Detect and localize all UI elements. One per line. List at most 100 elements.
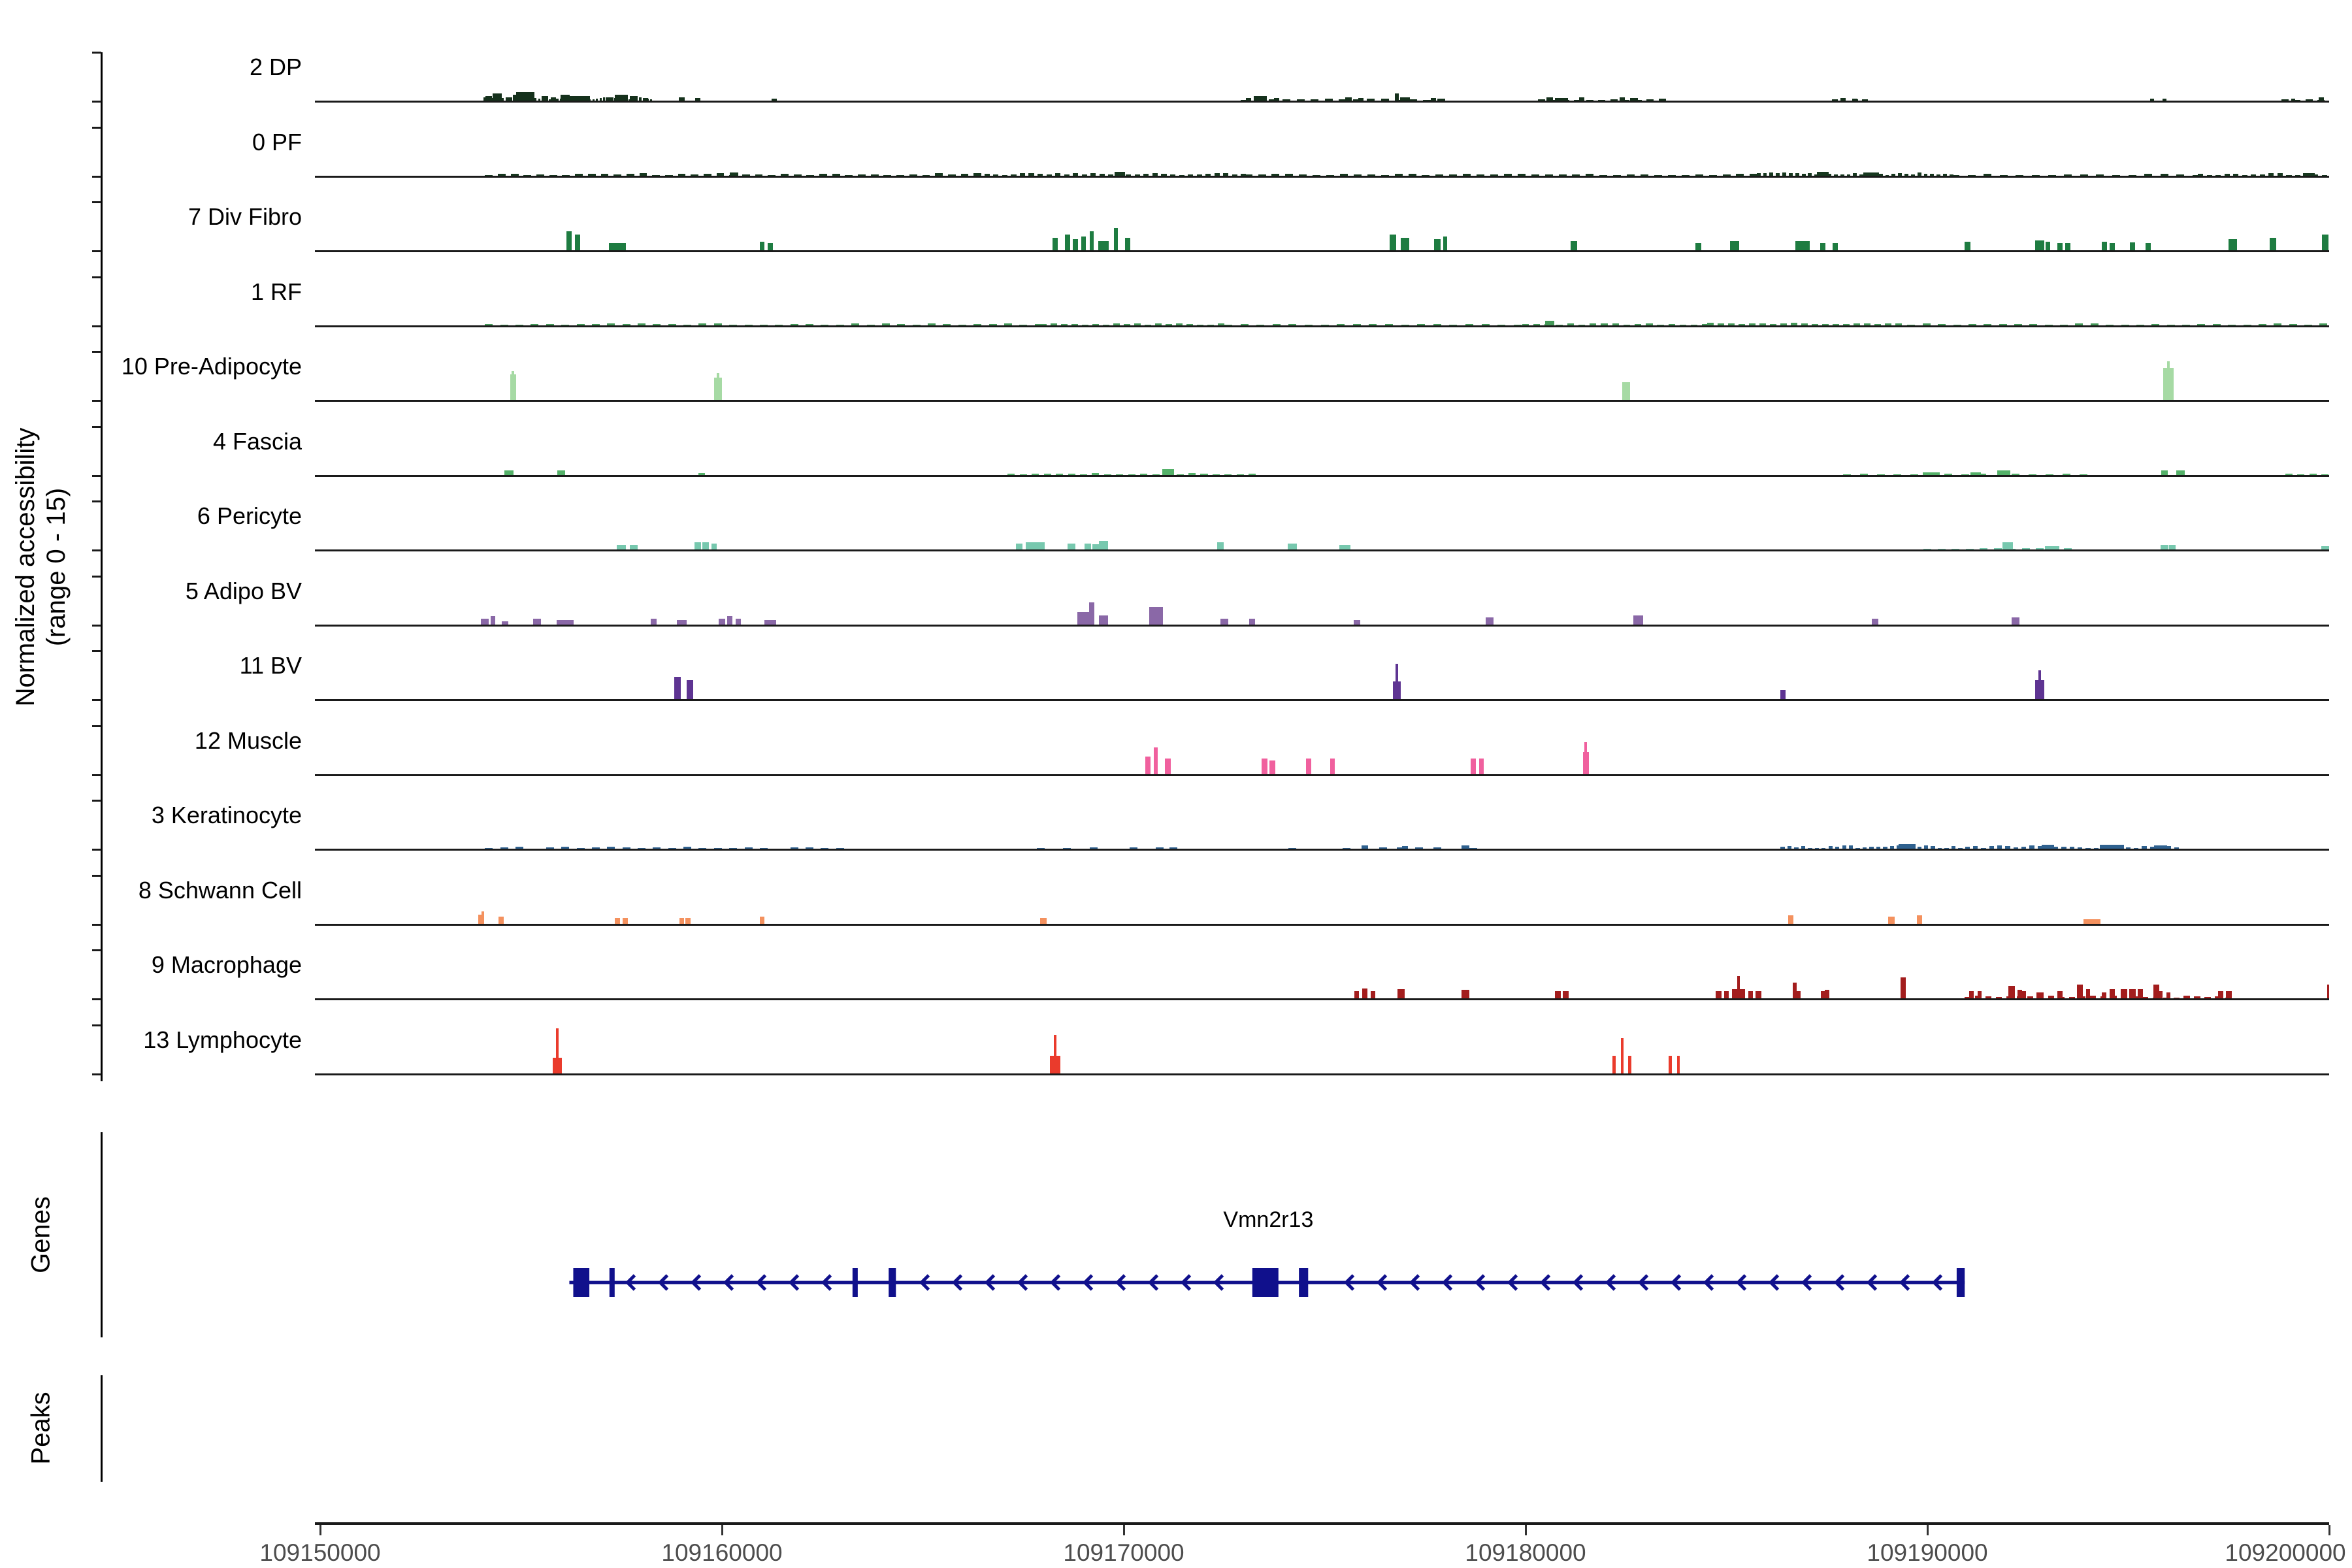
y-axis-tick <box>92 699 101 701</box>
coverage-peak <box>2152 997 2159 999</box>
coverage-peak <box>607 847 615 849</box>
coverage-peak <box>1249 473 1256 476</box>
coverage-peak <box>1288 324 1297 326</box>
coverage-peak <box>1977 991 1982 999</box>
strand-arrow-left-icon <box>1147 1274 1159 1291</box>
coverage-peak <box>1285 173 1294 176</box>
coverage-peak <box>592 99 595 101</box>
coverage-peak <box>1627 174 1635 176</box>
coverage-peak <box>881 323 890 326</box>
coverage-peak <box>1989 845 1995 849</box>
coverage-peak <box>1943 174 1947 176</box>
strand-arrow-left-icon <box>1343 1274 1355 1291</box>
coverage-peak <box>1245 98 1251 101</box>
coverage-peak <box>1306 758 1311 775</box>
strand-arrow-left-icon <box>723 1274 734 1291</box>
coverage-peak <box>1490 174 1499 176</box>
coverage-peak <box>1903 845 1908 849</box>
coverage-peak <box>1646 323 1653 326</box>
coverage-peak <box>1769 172 1774 176</box>
y-axis-tick <box>92 52 101 54</box>
coverage-peak <box>1399 97 1411 101</box>
coverage-peak <box>677 619 687 625</box>
coverage-peak <box>2162 99 2166 101</box>
coverage-peak <box>2016 996 2023 999</box>
coverage-peak <box>536 174 544 176</box>
coverage-peak <box>1736 174 1744 176</box>
coverage-peak <box>679 917 685 924</box>
strand-arrow-left-icon <box>755 1274 767 1291</box>
coverage-peak <box>1801 323 1808 326</box>
coverage-peak <box>600 174 609 176</box>
coverage-peak <box>1362 988 1368 999</box>
coverage-peak <box>1770 324 1776 326</box>
coverage-peak <box>1993 548 2002 550</box>
strand-arrow-left-icon <box>1049 1274 1061 1291</box>
coverage-peak <box>510 174 519 176</box>
gene-exon <box>1956 1268 1965 1297</box>
coverage-peak <box>1040 324 1047 326</box>
coverage-peak <box>2281 99 2289 101</box>
coverage-peak <box>1759 323 1766 326</box>
coverage-peak <box>2062 474 2070 476</box>
coverage-peak <box>531 98 533 101</box>
coverage-peak <box>1980 547 1988 550</box>
coverage-peak <box>2102 992 2106 999</box>
coverage-peak <box>1558 174 1567 176</box>
track-label-4-fascia: 4 Fascia <box>212 427 302 455</box>
coverage-peak <box>1862 99 1869 101</box>
coverage-peak <box>973 323 982 326</box>
coverage-peak <box>1098 241 1109 251</box>
y-axis-tick <box>92 175 101 178</box>
coverage-peak <box>534 98 537 101</box>
coverage-peak <box>767 243 773 251</box>
track-baseline <box>315 849 2329 851</box>
strand-arrow-left-icon <box>1801 1274 1812 1291</box>
coverage-peak <box>716 372 719 400</box>
coverage-peak <box>1904 174 1908 176</box>
coverage-peak <box>2129 242 2135 251</box>
coverage-peak <box>1477 174 1485 176</box>
y-axis-tick <box>92 250 101 252</box>
coverage-peak <box>617 99 620 101</box>
coverage-peak <box>559 99 563 101</box>
coverage-peak <box>691 174 699 176</box>
coverage-peak <box>1951 845 1956 849</box>
coverage-peak <box>1544 174 1553 176</box>
coverage-peak <box>1051 323 1057 326</box>
coverage-peak <box>2293 99 2301 101</box>
coverage-peak <box>2100 845 2125 849</box>
coverage-peak <box>1846 174 1851 176</box>
coverage-peak <box>832 173 840 176</box>
coverage-peak <box>542 96 549 101</box>
coverage-peak <box>1223 173 1229 176</box>
coverage-peak <box>719 618 725 625</box>
coverage-peak <box>2029 845 2034 849</box>
coverage-peak <box>1937 548 1946 550</box>
coverage-peak <box>1544 320 1554 326</box>
coverage-peak <box>1872 174 1876 176</box>
coverage-peak <box>1952 548 1960 550</box>
coverage-peak <box>1169 174 1176 176</box>
gene-exon <box>889 1268 896 1297</box>
coverage-peak <box>2319 323 2328 326</box>
coverage-peak <box>1853 323 1860 326</box>
track-label-11-bv: 11 BV <box>239 652 302 679</box>
accessibility-axis-line <box>101 52 103 1081</box>
y-axis-tick <box>92 1024 101 1026</box>
coverage-peak <box>629 545 638 550</box>
track-baseline <box>315 400 2329 402</box>
coverage-peak <box>1053 238 1058 251</box>
coverage-peak <box>1968 324 1976 326</box>
coverage-peak <box>576 324 585 326</box>
coverage-peak <box>2321 235 2328 251</box>
y-axis-tick <box>92 923 101 926</box>
coverage-peak <box>897 324 906 326</box>
coverage-peak <box>643 97 645 101</box>
coverage-peak <box>1054 1034 1057 1074</box>
strand-arrow-left-icon <box>1474 1274 1486 1291</box>
coverage-peak <box>1923 472 1940 476</box>
coverage-peak <box>481 618 489 625</box>
coverage-peak <box>928 323 936 326</box>
coverage-peak <box>1339 545 1350 550</box>
